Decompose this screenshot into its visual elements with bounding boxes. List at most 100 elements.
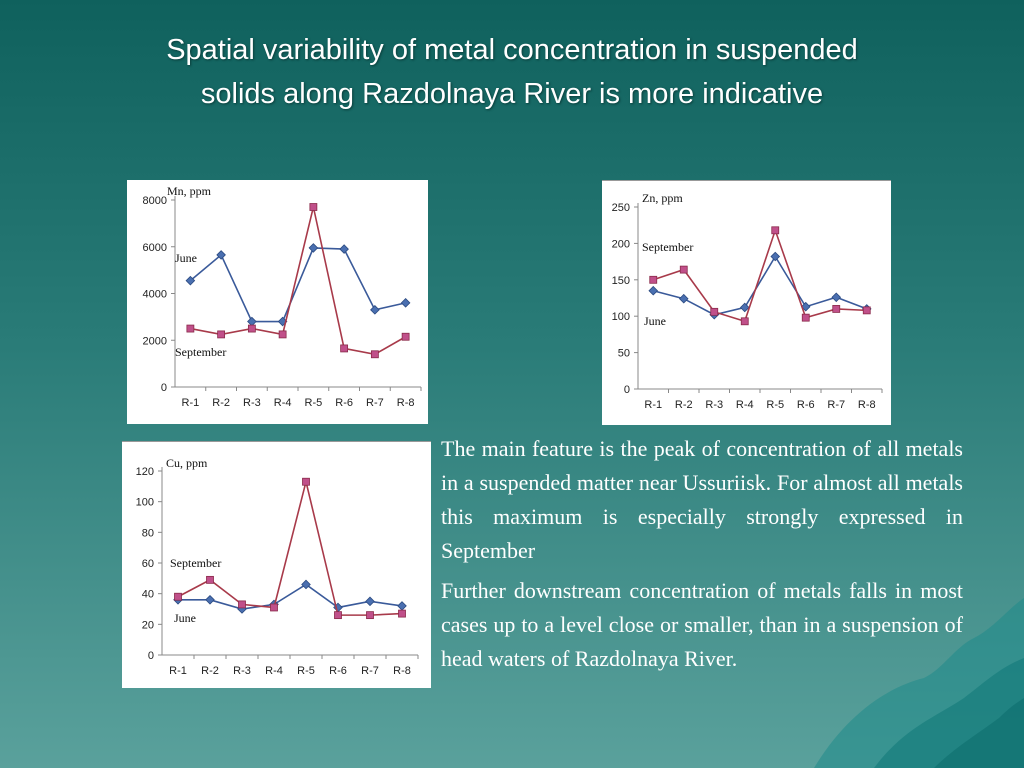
point-september [270,603,278,612]
x-tick-label: R-4 [274,397,292,409]
point-june [365,596,375,607]
y-tick-label: 0 [148,650,154,662]
point-september [206,575,214,584]
point-september [366,611,374,620]
series-label-september: September [170,556,221,570]
y-tick-label: 6000 [143,242,167,254]
x-tick-label: R-6 [329,665,347,677]
point-september [174,592,182,601]
series-line-september [177,481,403,616]
point-june [400,298,411,308]
point-june [648,285,659,296]
y-tick-label: 40 [142,589,154,601]
x-tick-label: R-7 [827,399,845,411]
x-tick-label: R-5 [305,397,323,409]
chart-cu: 0 20 40 60 80 100 120 R-1 R-2 R-3 R-4 R-5 R-6 R-7 R-8 C… [122,441,431,688]
y-tick-label: 50 [618,348,630,360]
series-label-june: June [644,314,666,328]
point-september [334,611,342,620]
series-line-june [653,254,868,316]
x-tick-label: R-4 [736,399,754,411]
point-june [770,251,781,262]
chart-title: Zn, ppm [642,191,683,205]
x-tick-label: R-4 [265,665,283,677]
point-september [649,275,658,284]
x-tick-label: R-7 [361,665,379,677]
point-june [205,594,215,605]
chart-zn: 0 50 100 150 200 250 R-1 R-2 R-3 R-4 R-5 R-6 R-7 R-8 Z… [602,180,891,425]
point-june [678,293,689,304]
point-june [339,244,349,254]
x-tick-label: R-3 [233,665,251,677]
x-tick-label: R-1 [182,397,200,409]
x-tick-label: R-2 [201,665,219,677]
x-tick-label: R-1 [169,665,187,677]
paragraph-2: Further downstream concentration of meta… [441,578,963,671]
paragraph-1: The main feature is the peak of concentr… [441,436,963,563]
y-tick-label: 100 [612,311,630,323]
y-tick-label: 80 [142,527,154,539]
series-label-september: September [175,345,226,359]
point-september [302,477,310,486]
x-tick-label: R-6 [335,397,353,409]
y-tick-label: 100 [136,497,154,509]
x-tick-label: R-6 [797,399,815,411]
x-tick-label: R-3 [705,399,723,411]
x-tick-label: R-7 [366,397,384,409]
point-june [831,292,842,303]
y-tick-label: 150 [612,275,630,287]
y-tick-label: 0 [161,382,167,394]
point-september [801,313,810,322]
x-tick-label: R-8 [858,399,876,411]
point-september [679,265,688,274]
point-june [301,579,311,590]
point-june [739,302,750,313]
point-june [800,301,811,312]
point-september [832,305,841,313]
chart-title: Mn, ppm [167,184,212,198]
x-tick-label: R-5 [766,399,784,411]
y-tick-label: 250 [612,202,630,214]
series-line-june [178,583,403,610]
x-tick-label: R-8 [393,665,411,677]
chart-mn: 0 2000 4000 6000 8000 R-1 R-2 R-3 R-4 R-5 R-6 R-7 R-… [127,180,428,424]
point-september [278,330,287,339]
chart-zn-svg: 0 50 100 150 200 250 R-1 R-2 R-3 R-4 R-5 R-6 R-7 R-8 Z… [612,191,883,411]
point-september [370,350,379,359]
slide-title: Spatial variability of metal concentrati… [40,28,984,116]
point-june [397,601,407,611]
x-tick-label: R-5 [297,665,315,677]
y-tick-label: 20 [142,619,154,631]
series-line-september [652,227,867,323]
chart-mn-svg: 0 2000 4000 6000 8000 R-1 R-2 R-3 R-4 R-5 R-6 R-7 R-… [143,184,422,409]
chart-title: Cu, ppm [166,456,208,470]
wave-decoration [814,598,1024,768]
y-tick-label: 4000 [143,289,167,301]
y-tick-label: 8000 [143,195,167,207]
y-tick-label: 120 [136,466,154,478]
point-september [862,306,871,315]
series-label-june: June [175,251,197,265]
point-september [401,332,410,341]
point-september [186,324,195,333]
point-june [185,275,196,286]
y-tick-label: 200 [612,238,630,250]
series-label-september: September [642,240,693,254]
x-tick-label: R-3 [243,397,261,409]
point-june [308,243,319,253]
point-september [217,330,226,339]
y-tick-label: 60 [142,558,154,570]
title-line-1: Spatial variability of metal concentrati… [166,34,858,66]
x-tick-label: R-2 [675,399,693,411]
x-tick-label: R-1 [644,399,662,411]
x-tick-label: R-2 [212,397,230,409]
x-tick-label: R-8 [397,397,415,409]
point-september [247,324,256,333]
y-tick-label: 0 [624,384,630,396]
series-label-june: June [174,611,196,625]
point-june [247,316,257,327]
point-september [340,344,349,353]
y-tick-label: 2000 [143,335,167,347]
body-text: The main feature is the peak of concentr… [441,432,963,682]
point-september [398,609,406,618]
